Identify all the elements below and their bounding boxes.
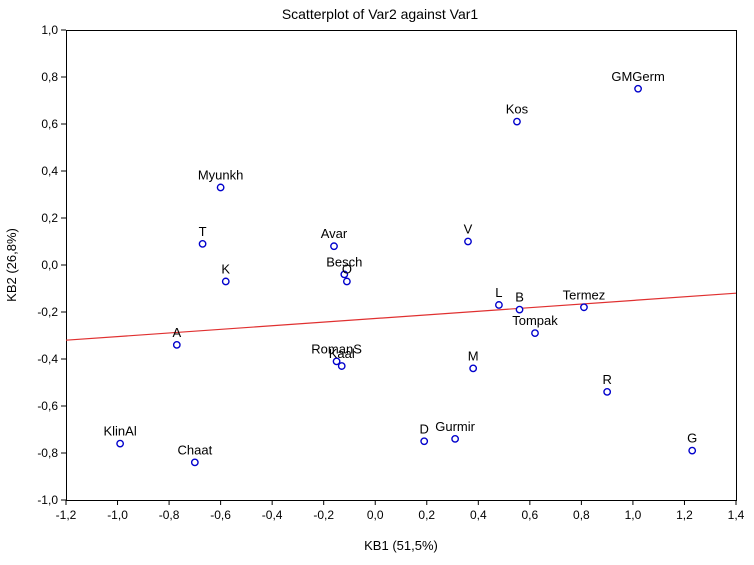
y-tick-label: 0,0 <box>41 258 58 272</box>
data-point <box>688 446 697 455</box>
point-label: O <box>342 261 352 276</box>
data-point <box>515 305 524 314</box>
x-tick-label: 0,0 <box>367 508 384 522</box>
data-point <box>340 270 349 279</box>
point-label: T <box>199 224 207 239</box>
data-point <box>469 364 478 373</box>
point-label: KlinAl <box>103 424 136 439</box>
point-label: G <box>687 431 697 446</box>
point-label: Avar <box>321 226 348 241</box>
data-point <box>330 242 338 251</box>
y-tick-label: 0,8 <box>41 70 58 84</box>
chart-title: Scatterplot of Var2 against Var1 <box>282 6 479 22</box>
x-tick-label: -0,8 <box>159 508 180 522</box>
point-label: Besch <box>326 254 362 269</box>
data-point <box>198 239 207 248</box>
y-axis-ticks: -1,0 -0,8 -0,6 -0,4 -0,2 0,0 0,2 0,4 0,6 0,8 1,0 <box>37 23 66 507</box>
point-label: M <box>468 348 479 363</box>
x-tick-label: 0,4 <box>470 508 487 522</box>
point-label: Gurmir <box>435 419 475 434</box>
x-tick-label: -0,6 <box>210 508 231 522</box>
y-tick-label: 0,2 <box>41 211 58 225</box>
point-label: A <box>172 325 181 340</box>
x-tick-label: -1,0 <box>107 508 128 522</box>
data-point <box>451 434 460 443</box>
data-point <box>420 437 429 446</box>
y-tick-label: -0,2 <box>37 305 58 319</box>
x-tick-label: 1,2 <box>676 508 693 522</box>
point-label: B <box>515 290 524 305</box>
data-point <box>603 387 612 396</box>
data-point <box>464 237 472 246</box>
data-point <box>221 277 230 286</box>
regression-line <box>65 292 737 341</box>
point-label: V <box>464 222 473 237</box>
point-label: GMGerm <box>611 69 664 84</box>
x-tick-label: 1,4 <box>728 508 745 522</box>
point-label: Kaal <box>329 346 355 361</box>
data-point <box>513 117 521 126</box>
x-tick-label: 0,2 <box>418 508 435 522</box>
point-label: Kos <box>506 102 529 117</box>
x-axis-title: KB1 (51,5%) <box>364 538 438 553</box>
point-label: K <box>221 261 230 276</box>
point-label: Myunkh <box>198 167 244 182</box>
y-axis-title: KB2 (26,8%) <box>4 228 19 302</box>
point-label: Termez <box>563 287 606 302</box>
y-tick-label: -1,0 <box>37 493 58 507</box>
y-tick-label: -0,8 <box>37 446 58 460</box>
data-point <box>634 84 642 93</box>
x-axis-ticks: -1,2 -1,0 -0,8 -0,6 -0,4 -0,2 0,0 0,2 0,4 0,6 0,8 1… <box>56 500 745 522</box>
point-label: R <box>602 372 611 387</box>
data-point <box>190 458 199 467</box>
point-label: Chaat <box>177 442 212 457</box>
x-tick-label: -0,2 <box>313 508 334 522</box>
point-label: Tompak <box>512 313 558 328</box>
data-point <box>531 329 539 338</box>
data-point <box>495 301 503 309</box>
data-point <box>172 340 181 349</box>
data-point <box>332 357 341 366</box>
x-tick-label: 0,8 <box>573 508 590 522</box>
y-tick-label: 0,6 <box>41 117 58 131</box>
data-point <box>580 303 588 312</box>
point-label: D <box>419 421 428 436</box>
point-label: RomanS <box>311 341 362 356</box>
data-point <box>337 362 346 370</box>
data-point <box>216 183 225 192</box>
y-tick-label: -0,6 <box>37 399 58 413</box>
y-tick-label: 0,4 <box>41 164 58 178</box>
y-tick-label: -0,4 <box>37 352 58 366</box>
x-tick-label: -0,4 <box>262 508 283 522</box>
regression-line-group <box>65 292 737 341</box>
data-points <box>116 84 697 467</box>
x-tick-label: 0,6 <box>522 508 539 522</box>
x-tick-label: 1,0 <box>625 508 642 522</box>
data-point <box>342 277 351 286</box>
data-point <box>116 439 125 448</box>
point-label: L <box>495 285 502 300</box>
x-tick-label: -1,2 <box>56 508 77 522</box>
y-tick-label: 1,0 <box>41 23 58 37</box>
plot-area-frame <box>66 30 737 501</box>
